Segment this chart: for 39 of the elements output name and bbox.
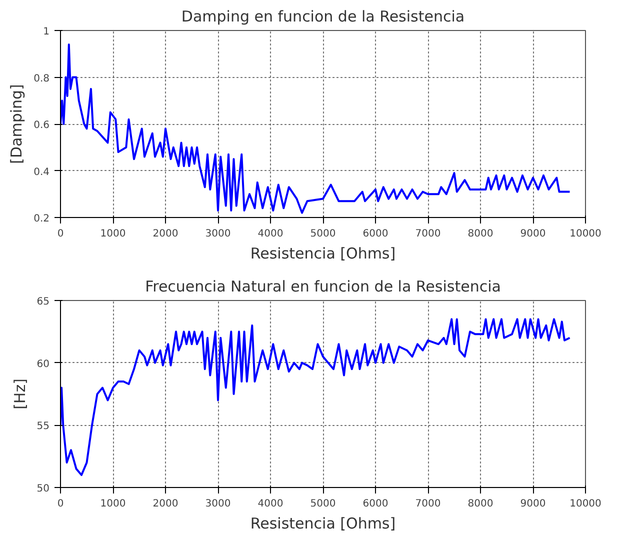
y-tick-label: 60 [36,358,50,370]
line-series [60,318,571,476]
x-tick-label: 2000 [152,498,178,510]
x-tick-label: 8000 [468,498,494,510]
x-tick-label: 3000 [205,228,231,240]
x-tick-label: 0 [57,498,64,510]
x-tick-label: 1000 [100,228,126,240]
x-tick-label: 9000 [520,228,546,240]
y-tick-label: 50 [36,484,50,494]
y-axis-title: [Damping] [8,84,26,164]
y-axis-title: [Hz] [10,378,29,410]
y-tick-label: 0.6 [34,120,50,131]
x-tick-label: 5000 [310,498,336,510]
x-tick-label: 3000 [205,498,231,510]
x-tick-label: 0 [57,228,64,240]
y-tick-label: 0.4 [34,166,50,178]
y-tick-label: 65 [36,296,50,308]
y-tick-label: 55 [36,421,50,432]
line-series [60,44,571,214]
x-tick-label: 6000 [362,498,388,510]
x-tick-label: 1000 [100,498,126,510]
y-tick-label: 1 [43,26,50,38]
x-axis-title: Resistencia [Ohms] [250,514,396,532]
x-tick-label: 2000 [152,228,178,240]
y-tick-label: 0.2 [34,214,50,224]
x-tick-label: 6000 [362,228,388,240]
x-tick-label: 10000 [570,498,602,510]
x-tick-label: 7000 [415,498,441,510]
y-tick-label: 0.8 [34,73,50,84]
x-tick-label: 4000 [258,228,284,240]
x-tick-label: 8000 [468,228,494,240]
x-tick-label: 7000 [415,228,441,240]
x-tick-label: 9000 [520,498,546,510]
chart-title: Frecuencia Natural en funcion de la Resistencia [145,278,501,296]
x-tick-label: 10000 [570,228,602,240]
x-axis-title: Resistencia [Ohms] [250,244,396,262]
x-tick-label: 5000 [310,228,336,240]
x-tick-label: 4000 [258,498,284,510]
chart-title: Damping en funcion de la Resistencia [181,8,465,26]
